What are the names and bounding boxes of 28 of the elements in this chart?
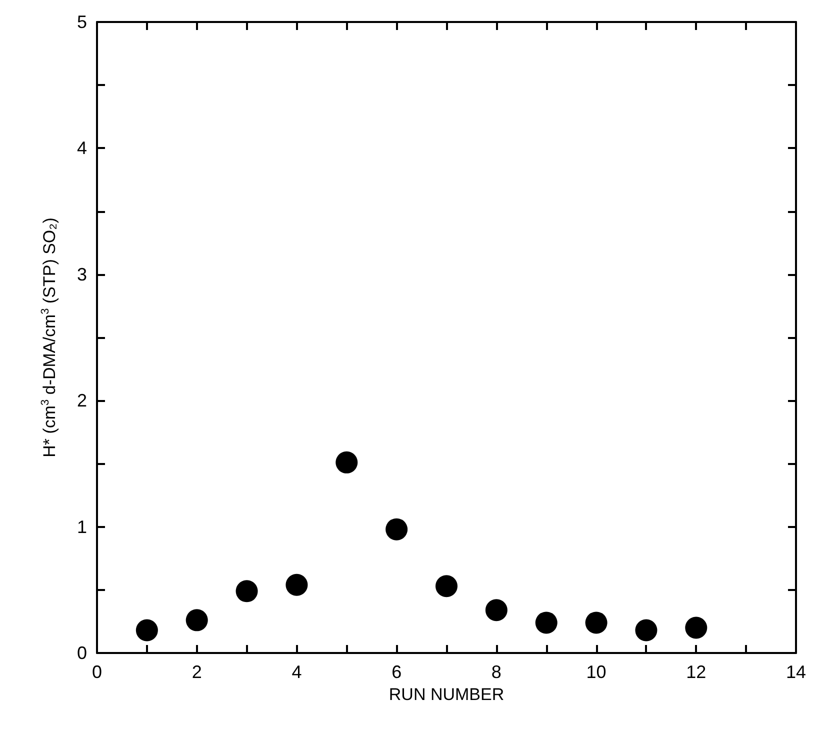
x-tick-label: 2 <box>192 662 202 682</box>
y-tick-label: 5 <box>76 12 87 32</box>
x-tick-label: 0 <box>92 662 102 682</box>
x-tick-label: 10 <box>586 662 606 682</box>
point <box>585 612 608 634</box>
y-tick-label: 2 <box>76 390 87 411</box>
point <box>136 619 158 642</box>
point <box>336 451 358 474</box>
x-tick-label: 8 <box>491 662 502 682</box>
point <box>535 612 558 634</box>
point <box>635 619 658 642</box>
point <box>436 575 458 598</box>
x-axis-title: RUN NUMBER <box>388 684 504 704</box>
y-axis-title: H* (cm3 d-DMA/cm3 (STP) SO₂) <box>40 218 59 458</box>
point <box>286 574 308 596</box>
y-tick-label: 3 <box>76 264 87 284</box>
x-tick-label: 12 <box>686 662 706 682</box>
point <box>685 616 708 639</box>
point <box>485 599 508 622</box>
x-tick-label: 14 <box>786 662 806 682</box>
x-tick-label: 6 <box>392 662 402 682</box>
y-tick-label: 1 <box>76 516 87 537</box>
y-tick-label: 0 <box>76 643 87 663</box>
x-tick-label: 4 <box>292 662 302 682</box>
point <box>186 609 208 632</box>
point <box>236 580 258 602</box>
y-tick-label: 4 <box>76 138 87 158</box>
point <box>386 518 408 540</box>
